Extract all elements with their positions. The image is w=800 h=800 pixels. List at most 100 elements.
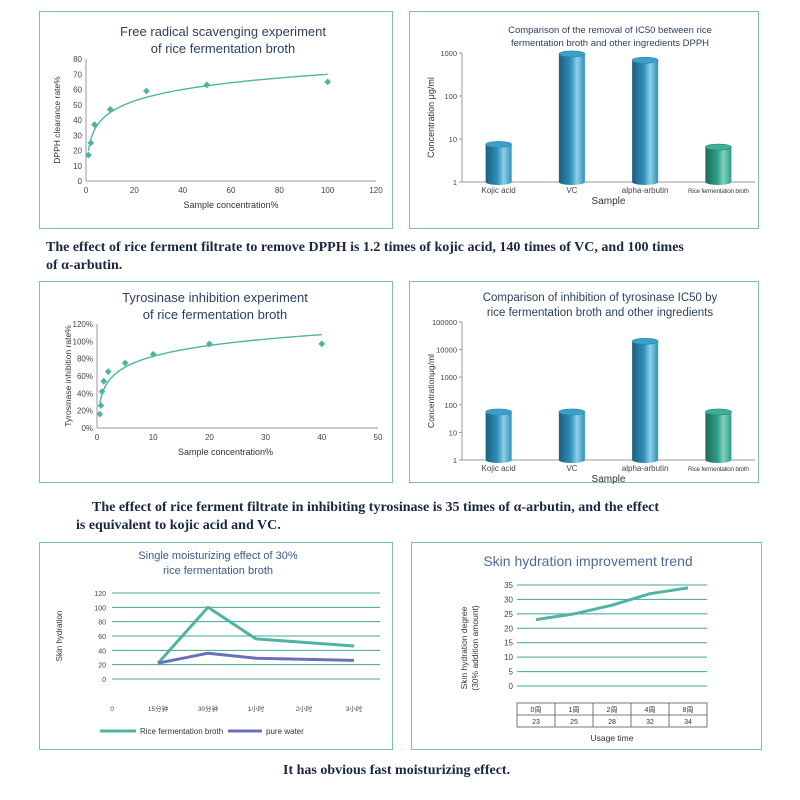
bar-top bbox=[705, 143, 732, 151]
legend-label: Rice fermentation broth bbox=[140, 727, 223, 736]
chart-title: rice fermentation broth bbox=[163, 565, 273, 577]
x-axis-label: Sample bbox=[592, 196, 626, 207]
y-tick-label: 1 bbox=[453, 178, 457, 187]
y-tick-label: 60 bbox=[73, 86, 82, 95]
category-label: Rice fermentation broth bbox=[688, 466, 749, 473]
y-tick-label: 120% bbox=[73, 320, 93, 329]
bar-cylinder bbox=[485, 411, 512, 463]
x-axis-label: Sample concentration% bbox=[178, 447, 273, 457]
x-tick-label: 60 bbox=[227, 186, 236, 195]
chart-title: Comparison of the removal of IC50 betwee… bbox=[508, 25, 712, 36]
caption-tyrosinase: The effect of rice ferment filtrate in i… bbox=[0, 499, 800, 535]
y-tick-label: 70 bbox=[73, 70, 82, 79]
data-point bbox=[318, 340, 326, 348]
y-tick-label: 20% bbox=[77, 407, 93, 416]
legend-label: pure water bbox=[266, 727, 304, 736]
category-label: Kojic acid bbox=[482, 186, 516, 195]
y-tick-label: 10 bbox=[449, 135, 457, 144]
caption-tyrosinase-line1: The effect of rice ferment filtrate in i… bbox=[92, 500, 660, 515]
x-tick-label: 20 bbox=[130, 186, 139, 195]
data-point bbox=[100, 377, 108, 385]
data-point bbox=[149, 350, 157, 358]
y-tick-label: 20 bbox=[504, 624, 513, 633]
data-point bbox=[87, 139, 95, 147]
chart-title: rice fermentation broth and other ingred… bbox=[487, 307, 714, 319]
table-value-cell: 32 bbox=[646, 719, 654, 726]
caption-dpph-line2: of α-arbutin. bbox=[46, 258, 123, 273]
dpph-ic50-chart: Comparison of the removal of IC50 betwee… bbox=[426, 25, 755, 207]
x-tick-label: 40 bbox=[178, 186, 187, 195]
y-axis-label: DPPH clearance rate% bbox=[52, 76, 62, 164]
category-label: alpha-arbutin bbox=[622, 464, 669, 473]
series-line bbox=[156, 605, 355, 665]
y-tick-label: 80 bbox=[73, 55, 82, 64]
chart-title: Tyrosinase inhibition experiment bbox=[122, 290, 308, 305]
y-tick-label: 60 bbox=[98, 634, 106, 641]
y-tick-label: 100 bbox=[444, 401, 457, 410]
caption-moisturizing: It has obvious fast moisturizing effect. bbox=[0, 762, 800, 780]
table-value-cell: 28 bbox=[608, 719, 616, 726]
data-point bbox=[143, 87, 150, 95]
y-tick-label: 10 bbox=[504, 653, 513, 662]
x-tick-label: 0 bbox=[110, 706, 114, 713]
data-point bbox=[206, 340, 213, 348]
x-tick-label: 3小时 bbox=[346, 704, 363, 713]
y-tick-label: 40% bbox=[77, 389, 93, 398]
bar-cylinder bbox=[632, 60, 659, 185]
y-axis-label: Tyrosinase inhibition rate% bbox=[63, 325, 73, 427]
bar-cylinder bbox=[485, 144, 512, 185]
trend-line bbox=[535, 586, 689, 622]
x-tick-label: 30 bbox=[261, 433, 270, 442]
y-tick-label: 1000 bbox=[440, 49, 457, 58]
table-header-cell: 4周 bbox=[645, 706, 656, 714]
y-tick-label: 40 bbox=[73, 116, 82, 125]
y-tick-label: 80 bbox=[98, 620, 106, 627]
y-tick-label: 80% bbox=[77, 355, 93, 364]
bar-top bbox=[558, 408, 586, 416]
tyrosinase-ic50-chart: Comparison of inhibition of tyrosinase I… bbox=[426, 292, 755, 484]
moisturizing-chart: Single moisturizing effect of 30% rice fe… bbox=[55, 550, 380, 736]
dpph-ic50-panel: Comparison of the removal of IC50 betwee… bbox=[409, 11, 759, 229]
bar-cylinder bbox=[558, 53, 585, 185]
y-tick-label: 0 bbox=[509, 682, 514, 691]
x-tick-label: 120 bbox=[369, 186, 383, 195]
y-tick-label: 1 bbox=[453, 456, 457, 465]
table-value-cell: 25 bbox=[570, 719, 578, 726]
caption-dpph-line1: The effect of rice ferment filtrate to r… bbox=[46, 240, 684, 255]
hydration-trend-panel: Skin hydration improvement trend 0 5 10 15 20… bbox=[411, 542, 762, 750]
bar-cylinder bbox=[705, 147, 732, 185]
chart-title: of rice fermentation broth bbox=[151, 41, 296, 56]
y-tick-label: 10 bbox=[73, 162, 82, 171]
category-label: Kojic acid bbox=[482, 464, 516, 473]
y-tick-label: 10 bbox=[449, 428, 457, 437]
table-header-cell: 8周 bbox=[683, 706, 694, 714]
bar-top bbox=[631, 337, 659, 345]
x-tick-label: 50 bbox=[374, 433, 383, 442]
y-tick-label: 30 bbox=[73, 131, 82, 140]
y-tick-label: 50 bbox=[73, 101, 82, 110]
chart-title: fermentation broth and other ingredients… bbox=[511, 38, 709, 49]
table-value-cell: 23 bbox=[532, 719, 540, 726]
bar-cylinder bbox=[632, 341, 659, 463]
y-tick-label: 1000 bbox=[440, 373, 457, 382]
data-point bbox=[97, 402, 105, 409]
x-axis-label: Usage time bbox=[591, 733, 634, 743]
y-tick-label: 100 bbox=[94, 605, 106, 612]
y-tick-label: 100000 bbox=[432, 318, 457, 327]
data-point bbox=[96, 410, 104, 418]
y-tick-label: 35 bbox=[504, 581, 513, 590]
bar-top bbox=[485, 408, 512, 416]
table-header-cell: 2周 bbox=[607, 706, 618, 714]
data-point bbox=[98, 388, 106, 395]
y-tick-label: 0 bbox=[102, 677, 106, 684]
x-tick-label: 10 bbox=[149, 433, 158, 442]
y-axis-label: Concentration μg/ml bbox=[426, 77, 436, 158]
x-axis-label: Sample concentration% bbox=[183, 200, 278, 210]
y-tick-label: 5 bbox=[509, 668, 514, 677]
y-axis-label: Skin hydration degree bbox=[459, 606, 469, 689]
tyrosinase-scatter-chart: Tyrosinase inhibition experiment of rice … bbox=[63, 290, 383, 457]
category-label: alpha-arbutin bbox=[622, 186, 669, 195]
tyrosinase-ic50-panel: Comparison of inhibition of tyrosinase I… bbox=[409, 281, 759, 484]
x-tick-label: 2小时 bbox=[296, 704, 313, 713]
caption-moisturizing-line: It has obvious fast moisturizing effect. bbox=[283, 763, 511, 778]
